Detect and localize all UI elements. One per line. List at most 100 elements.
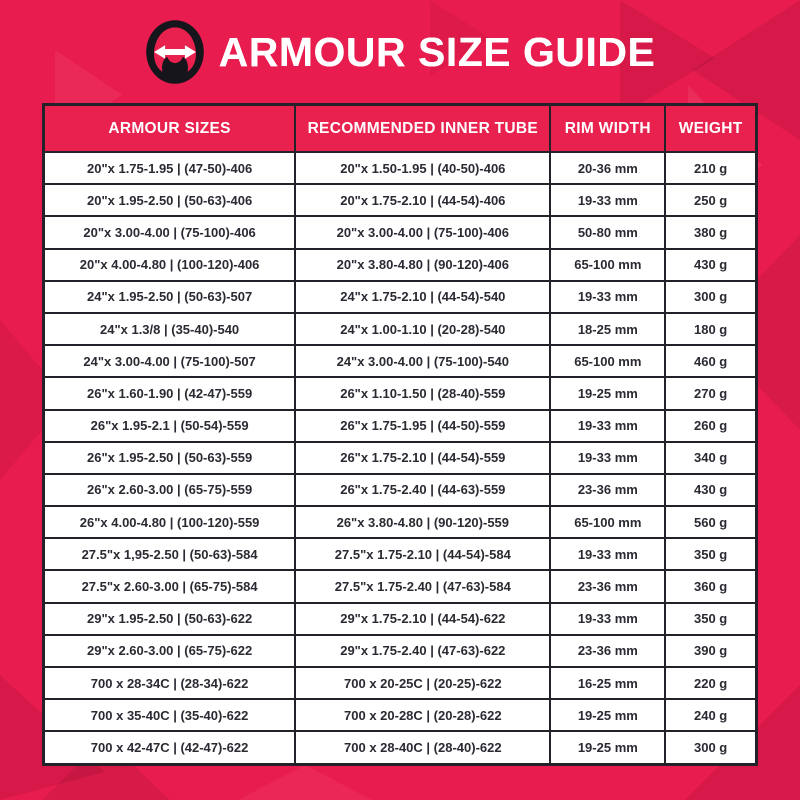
armour-size-cell: 24"x 1.95-2.50 | (50-63)-507: [42, 279, 297, 314]
weight-cell: 460 g: [664, 344, 758, 379]
rim-width-cell: 65-100 mm: [549, 247, 667, 282]
size-guide-table: ARMOUR SIZES RECOMMENDED INNER TUBE RIM …: [42, 103, 758, 766]
weight-cell: 300 g: [664, 730, 758, 766]
inner-tube-cell: 26"x 1.75-1.95 | (44-50)-559: [294, 408, 552, 443]
table-row: 29"x 1.95-2.50 | (50-63)-622 29"x 1.75-2.…: [42, 601, 758, 636]
armour-size-cell: 20"x 3.00-4.00 | (75-100)-406: [42, 215, 297, 250]
inner-tube-cell: 20"x 1.50-1.95 | (40-50)-406: [294, 150, 552, 186]
armour-size-cell: 700 x 35-40C | (35-40)-622: [42, 698, 297, 733]
armour-size-cell: 20"x 1.95-2.50 | (50-63)-406: [42, 183, 297, 218]
table-row: 29"x 2.60-3.00 | (65-75)-622 29"x 1.75-2.…: [42, 633, 758, 669]
inner-tube-cell: 27.5"x 1.75-2.10 | (44-54)-584: [294, 537, 552, 572]
table-row: 700 x 42-47C | (42-47)-622 700 x 28-40C |…: [42, 730, 758, 766]
rim-width-cell: 19-33 mm: [549, 183, 667, 218]
armour-size-cell: 26"x 1.60-1.90 | (42-47)-559: [42, 376, 297, 411]
table-row: 27.5"x 2.60-3.00 | (65-75)-584 27.5"x 1.7…: [42, 569, 758, 604]
armour-size-cell: 700 x 28-34C | (28-34)-622: [42, 665, 297, 701]
size-table-body: 20"x 1.75-1.95 | (47-50)-406 20"x 1.50-1.…: [42, 150, 758, 766]
inner-tube-cell: 26"x 1.75-2.10 | (44-54)-559: [294, 440, 552, 475]
column-header-weight: WEIGHT: [664, 103, 758, 153]
inner-tube-cell: 20"x 1.75-2.10 | (44-54)-406: [294, 183, 552, 218]
header-bar: ARMOUR SIZE GUIDE: [0, 16, 800, 88]
weight-cell: 340 g: [664, 440, 758, 475]
weight-cell: 210 g: [664, 150, 758, 186]
table-row: 20"x 4.00-4.80 | (100-120)-406 20"x 3.80-…: [42, 247, 758, 282]
page-title: ARMOUR SIZE GUIDE: [218, 28, 656, 75]
armour-size-cell: 24"x 1.3/8 | (35-40)-540: [42, 311, 297, 347]
rim-width-cell: 19-25 mm: [549, 698, 667, 733]
armour-size-cell: 29"x 1.95-2.50 | (50-63)-622: [42, 601, 297, 636]
inner-tube-cell: 20"x 3.80-4.80 | (90-120)-406: [294, 247, 552, 282]
inner-tube-cell: 29"x 1.75-2.40 | (47-63)-622: [294, 633, 552, 669]
weight-cell: 270 g: [664, 376, 758, 411]
weight-cell: 430 g: [664, 472, 758, 508]
rim-width-cell: 19-33 mm: [549, 601, 667, 636]
rim-width-cell: 18-25 mm: [549, 311, 667, 347]
table-row: 26"x 4.00-4.80 | (100-120)-559 26"x 3.80-…: [42, 505, 758, 540]
weight-cell: 260 g: [664, 408, 758, 443]
inner-tube-cell: 29"x 1.75-2.10 | (44-54)-622: [294, 601, 552, 636]
weight-cell: 380 g: [664, 215, 758, 250]
rim-width-cell: 50-80 mm: [549, 215, 667, 250]
weight-cell: 360 g: [664, 569, 758, 604]
table-header-row: ARMOUR SIZES RECOMMENDED INNER TUBE RIM …: [42, 103, 758, 153]
inner-tube-cell: 24"x 1.00-1.10 | (20-28)-540: [294, 311, 552, 347]
rim-width-cell: 23-36 mm: [549, 633, 667, 669]
table-row: 26"x 1.60-1.90 | (42-47)-559 26"x 1.10-1.…: [42, 376, 758, 411]
inner-tube-cell: 24"x 1.75-2.10 | (44-54)-540: [294, 279, 552, 314]
inner-tube-cell: 700 x 28-40C | (28-40)-622: [294, 730, 552, 766]
column-header-rim-width: RIM WIDTH: [549, 103, 667, 153]
inner-tube-cell: 24"x 3.00-4.00 | (75-100)-540: [294, 344, 552, 379]
inner-tube-cell: 26"x 1.75-2.40 | (44-63)-559: [294, 472, 552, 508]
armour-size-cell: 26"x 4.00-4.80 | (100-120)-559: [42, 505, 297, 540]
column-header-inner-tube: RECOMMENDED INNER TUBE: [294, 103, 552, 153]
weight-cell: 250 g: [664, 183, 758, 218]
table-row: 27.5"x 1,95-2.50 | (50-63)-584 27.5"x 1.7…: [42, 537, 758, 572]
inner-tube-cell: 20"x 3.00-4.00 | (75-100)-406: [294, 215, 552, 250]
table-row: 24"x 1.3/8 | (35-40)-540 24"x 1.00-1.10 |…: [42, 311, 758, 347]
rim-width-cell: 19-25 mm: [549, 730, 667, 766]
weight-cell: 300 g: [664, 279, 758, 314]
armour-size-cell: 27.5"x 2.60-3.00 | (65-75)-584: [42, 569, 297, 604]
inner-tube-cell: 26"x 3.80-4.80 | (90-120)-559: [294, 505, 552, 540]
rim-width-cell: 65-100 mm: [549, 344, 667, 379]
table-row: 24"x 3.00-4.00 | (75-100)-507 24"x 3.00-4…: [42, 344, 758, 379]
tire-width-logo-icon: [145, 20, 204, 84]
table-row: 24"x 1.95-2.50 | (50-63)-507 24"x 1.75-2.…: [42, 279, 758, 314]
table-row: 20"x 3.00-4.00 | (75-100)-406 20"x 3.00-4…: [42, 215, 758, 250]
rim-width-cell: 19-33 mm: [549, 537, 667, 572]
rim-width-cell: 23-36 mm: [549, 569, 667, 604]
armour-size-cell: 20"x 4.00-4.80 | (100-120)-406: [42, 247, 297, 282]
rim-width-cell: 16-25 mm: [549, 665, 667, 701]
rim-width-cell: 19-25 mm: [549, 376, 667, 411]
armour-size-cell: 29"x 2.60-3.00 | (65-75)-622: [42, 633, 297, 669]
table-row: 26"x 2.60-3.00 | (65-75)-559 26"x 1.75-2.…: [42, 472, 758, 508]
armour-size-cell: 26"x 2.60-3.00 | (65-75)-559: [42, 472, 297, 508]
armour-size-cell: 26"x 1.95-2.1 | (50-54)-559: [42, 408, 297, 443]
table-row: 20"x 1.95-2.50 | (50-63)-406 20"x 1.75-2.…: [42, 183, 758, 218]
rim-width-cell: 19-33 mm: [549, 440, 667, 475]
rim-width-cell: 65-100 mm: [549, 505, 667, 540]
rim-width-cell: 19-33 mm: [549, 408, 667, 443]
weight-cell: 350 g: [664, 601, 758, 636]
weight-cell: 180 g: [664, 311, 758, 347]
weight-cell: 240 g: [664, 698, 758, 733]
armour-size-cell: 27.5"x 1,95-2.50 | (50-63)-584: [42, 537, 297, 572]
inner-tube-cell: 26"x 1.10-1.50 | (28-40)-559: [294, 376, 552, 411]
table-row: 26"x 1.95-2.1 | (50-54)-559 26"x 1.75-1.9…: [42, 408, 758, 443]
armour-size-cell: 20"x 1.75-1.95 | (47-50)-406: [42, 150, 297, 186]
weight-cell: 560 g: [664, 505, 758, 540]
armour-size-cell: 24"x 3.00-4.00 | (75-100)-507: [42, 344, 297, 379]
weight-cell: 390 g: [664, 633, 758, 669]
weight-cell: 430 g: [664, 247, 758, 282]
column-header-armour-sizes: ARMOUR SIZES: [42, 103, 297, 153]
weight-cell: 350 g: [664, 537, 758, 572]
rim-width-cell: 19-33 mm: [549, 279, 667, 314]
size-guide-table-container: ARMOUR SIZES RECOMMENDED INNER TUBE RIM …: [42, 103, 758, 766]
table-row: 700 x 35-40C | (35-40)-622 700 x 20-28C |…: [42, 698, 758, 733]
table-row: 700 x 28-34C | (28-34)-622 700 x 20-25C |…: [42, 665, 758, 701]
inner-tube-cell: 700 x 20-25C | (20-25)-622: [294, 665, 552, 701]
inner-tube-cell: 27.5"x 1.75-2.40 | (47-63)-584: [294, 569, 552, 604]
table-row: 26"x 1.95-2.50 | (50-63)-559 26"x 1.75-2.…: [42, 440, 758, 475]
